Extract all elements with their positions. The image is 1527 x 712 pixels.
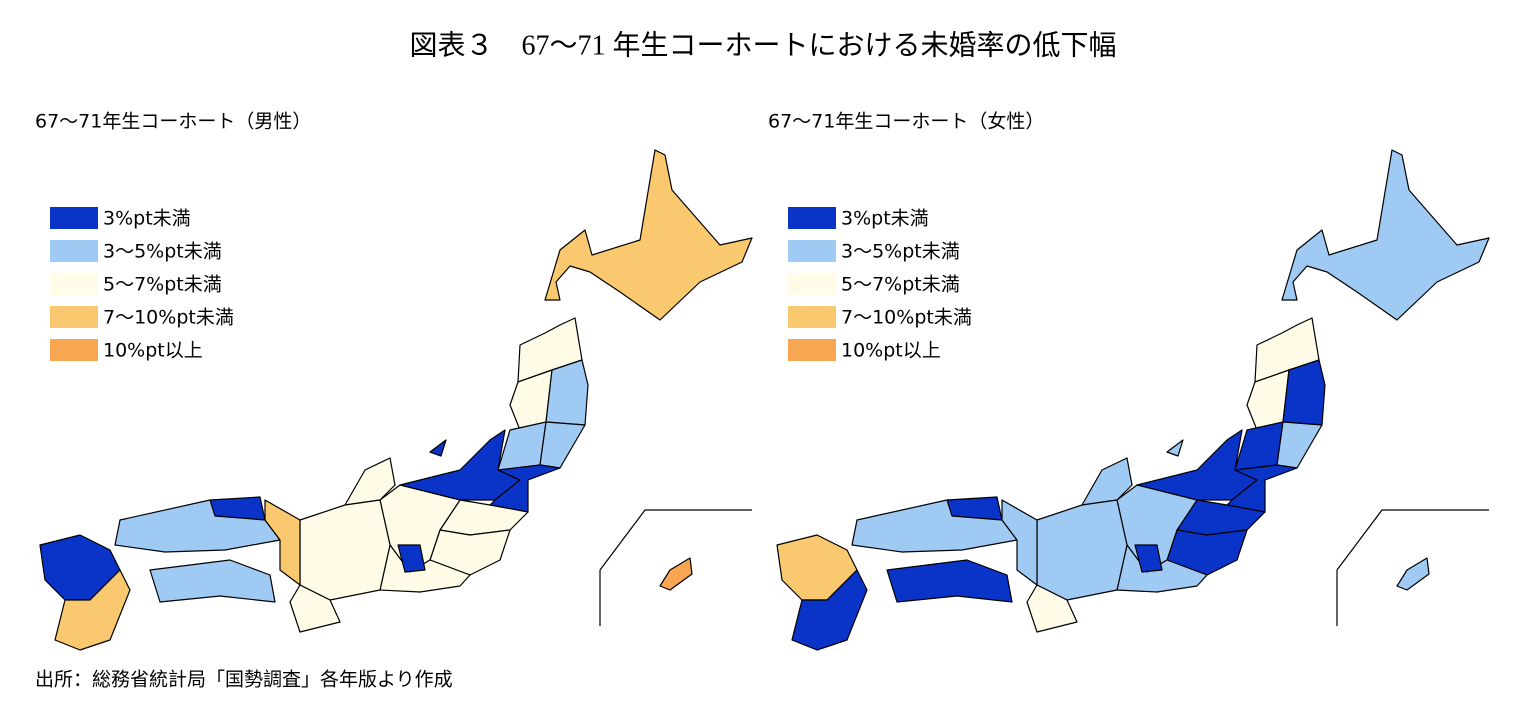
region (1281, 149, 1490, 321)
legend-label: 3%pt未満 (103, 208, 191, 230)
region (659, 557, 693, 591)
region (545, 359, 589, 426)
region (1396, 557, 1430, 591)
region (1134, 544, 1163, 573)
legend-label: 3～5%pt未満 (103, 241, 222, 263)
region (149, 559, 276, 603)
region (1026, 584, 1078, 633)
region (397, 544, 426, 573)
legend-label: 7～10%pt未満 (841, 307, 972, 329)
region (544, 149, 753, 321)
region (886, 559, 1013, 603)
legend-label: 5～7%pt未満 (841, 274, 960, 296)
region (1036, 499, 1128, 601)
legend-swatch (788, 306, 836, 328)
region (1234, 421, 1284, 471)
inset-frame (599, 509, 752, 571)
region (289, 584, 341, 633)
legend-label: 10%pt以上 (841, 340, 941, 362)
legend-label: 3%pt未満 (841, 208, 929, 230)
map-title: 67～71年生コーホート（女性） (768, 111, 1044, 133)
region (791, 569, 868, 651)
region (299, 499, 391, 601)
map-title: 67～71年生コーホート（男性） (35, 111, 311, 133)
legend-label: 10%pt以上 (103, 340, 203, 362)
inset-frame (1336, 509, 1489, 571)
region (54, 569, 131, 651)
region (497, 421, 547, 471)
region (429, 439, 447, 457)
legend-swatch (788, 240, 836, 262)
legend-swatch (50, 207, 98, 229)
region (1001, 499, 1038, 586)
legend-label: 3～5%pt未満 (841, 241, 960, 263)
legend-swatch (788, 273, 836, 295)
legend-swatch (50, 240, 98, 262)
region (1166, 439, 1184, 457)
legend-label: 7～10%pt未満 (103, 307, 234, 329)
legend-swatch (50, 306, 98, 328)
region (1282, 359, 1326, 426)
legend-swatch (788, 339, 836, 361)
region (264, 499, 301, 586)
region (539, 421, 586, 469)
source-note: 出所：総務省統計局「国勢調査」各年版より作成 (35, 669, 453, 691)
legend-swatch (50, 273, 98, 295)
legend-label: 5～7%pt未満 (103, 274, 222, 296)
region (1276, 421, 1323, 469)
legend-swatch (788, 207, 836, 229)
figure-title: 図表３ 67～71 年生コーホートにおける未婚率の低下幅 (409, 29, 1116, 61)
legend-swatch (50, 339, 98, 361)
